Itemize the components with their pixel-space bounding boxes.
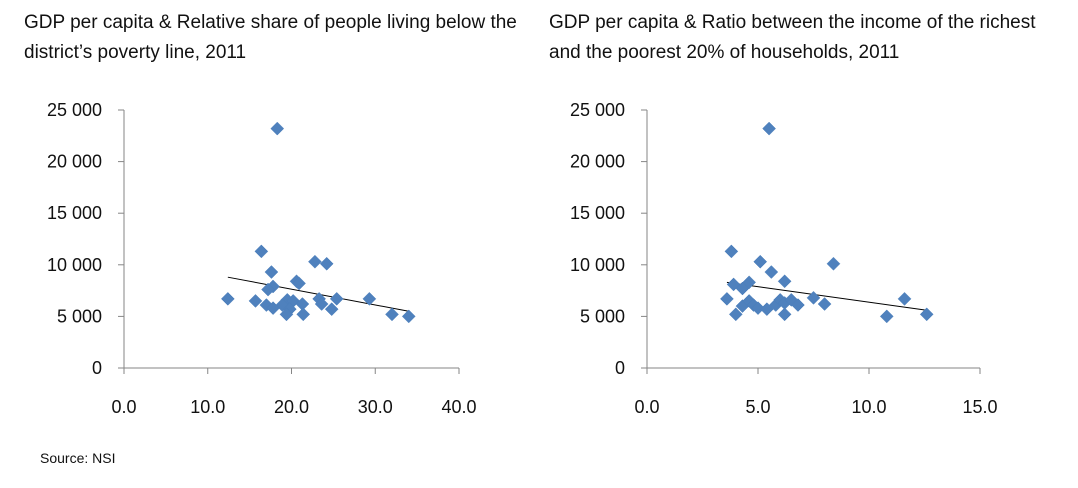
data-point xyxy=(324,302,339,317)
data-point xyxy=(254,244,269,259)
x-tick-label: 10.0 xyxy=(851,397,886,417)
y-tick-label: 10 000 xyxy=(570,255,625,275)
data-point xyxy=(764,265,779,279)
data-point xyxy=(762,121,776,136)
y-tick-label: 20 000 xyxy=(47,152,102,172)
data-point xyxy=(777,274,792,289)
x-tick-label: 40.0 xyxy=(441,397,476,417)
scatter-chart-poverty-share: 0 5 000 10 000 15 000 20 000 25 000 0.0 10.0 20.… xyxy=(47,100,477,417)
data-point xyxy=(777,307,792,322)
data-point xyxy=(248,294,263,308)
trend-line xyxy=(726,281,927,311)
data-point xyxy=(919,307,934,322)
data-point xyxy=(362,292,377,306)
scatter-chart-income-ratio: 0 5 000 10 000 15 000 20 000 25 000 0.0 5.0 10.0… xyxy=(570,100,998,417)
data-point xyxy=(720,292,734,306)
y-tick-label: 20 000 xyxy=(570,152,625,172)
x-tick-label: 10.0 xyxy=(190,397,225,417)
data-point xyxy=(292,276,306,291)
y-tick-label: 5 000 xyxy=(580,306,625,326)
y-tick-label: 0 xyxy=(92,358,102,378)
chart-title-poverty-share: GDP per capita & Relative share of peopl… xyxy=(24,12,517,63)
data-point xyxy=(329,292,344,306)
data-point xyxy=(753,254,768,269)
data-point xyxy=(319,256,334,271)
data-point xyxy=(724,244,739,259)
y-tick-label: 5 000 xyxy=(57,306,102,326)
data-point xyxy=(401,309,416,324)
x-tick-label: 15.0 xyxy=(962,397,997,417)
x-tick-label: 30.0 xyxy=(358,397,393,417)
data-point xyxy=(296,307,311,322)
y-tick-label: 10 000 xyxy=(47,255,102,275)
y-tick-label: 25 000 xyxy=(47,100,102,120)
data-point xyxy=(385,307,399,322)
x-tick-label: 0.0 xyxy=(111,397,136,417)
data-point xyxy=(220,292,235,306)
data-point xyxy=(879,309,894,324)
data-point xyxy=(314,297,329,311)
data-point xyxy=(751,301,765,315)
data-point xyxy=(791,298,805,312)
data-point xyxy=(735,281,750,296)
data-point xyxy=(826,256,841,271)
y-tick-label: 15 000 xyxy=(47,203,102,223)
data-point xyxy=(728,307,743,322)
x-tick-label: 20.0 xyxy=(274,397,309,417)
chart-title-income-ratio: GDP per capita & Ratio between the incom… xyxy=(549,12,1036,63)
data-point xyxy=(279,307,294,322)
data-point xyxy=(897,292,912,306)
data-point xyxy=(817,297,832,311)
y-tick-label: 15 000 xyxy=(570,203,625,223)
data-point xyxy=(806,290,821,305)
y-tick-label: 25 000 xyxy=(570,100,625,120)
source-note: Source: NSI xyxy=(40,450,116,466)
data-point xyxy=(261,282,275,297)
x-tick-label: 0.0 xyxy=(634,397,659,417)
data-point xyxy=(266,301,280,315)
data-point xyxy=(270,121,285,136)
y-tick-label: 0 xyxy=(615,358,625,378)
x-tick-label: 5.0 xyxy=(745,397,770,417)
data-point xyxy=(264,265,279,279)
data-point xyxy=(308,254,322,269)
